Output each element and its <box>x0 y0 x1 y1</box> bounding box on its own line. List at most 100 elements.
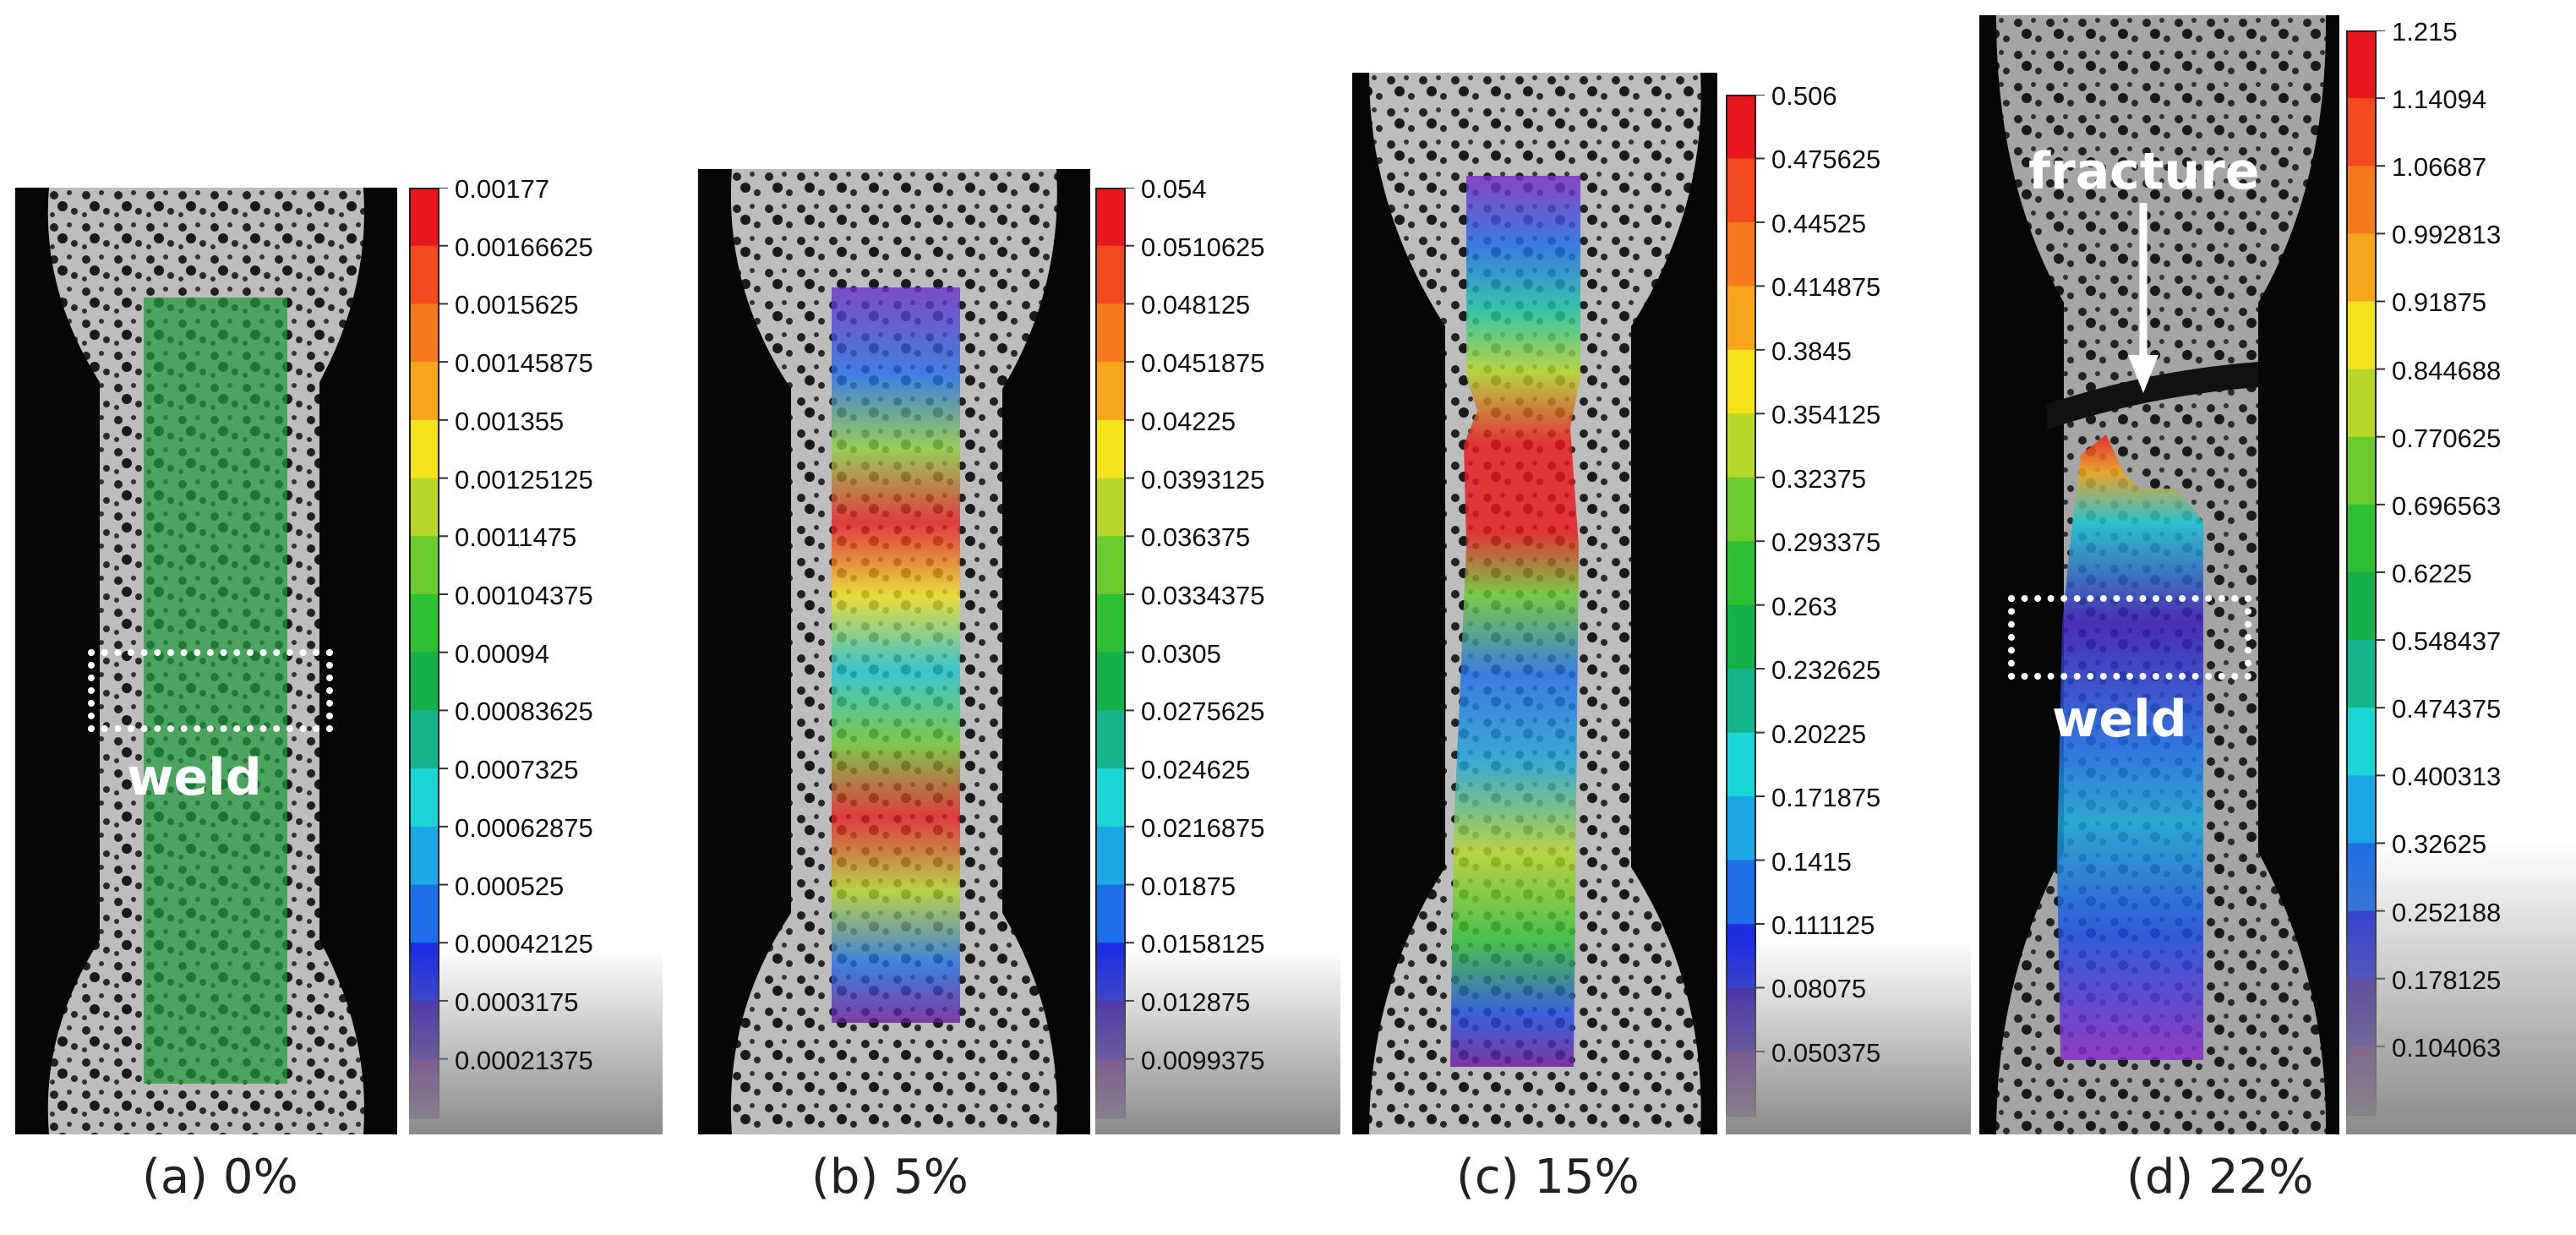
colorbar-tick-label: 0.992813 <box>2392 220 2502 250</box>
colorbar-swatch <box>1095 419 1126 479</box>
colorbar-tick-label: 0.474375 <box>2392 694 2502 724</box>
colorbar-swatch <box>2346 504 2377 573</box>
colorbar-tick-label: 0.232625 <box>1771 655 1881 686</box>
colorbar-swatch <box>409 652 439 712</box>
colorbar-swatch <box>409 362 439 421</box>
colorbar-swatch <box>1726 604 1756 670</box>
colorbar-tick-label: 0.048125 <box>1141 290 1251 320</box>
colorbar-tick-label: 0.024625 <box>1141 755 1251 785</box>
colorbar-swatch <box>1095 303 1126 363</box>
colorbar-tick-label: 0.012875 <box>1141 986 1251 1017</box>
colorbar-swatch <box>1095 478 1126 538</box>
colorbar-swatch <box>2346 369 2377 438</box>
colorbar-b: 0.054 0.0510625 0.048125 0.0451875 0.04225 0.… <box>1095 176 1340 1134</box>
colorbar-tick-label: 0.0015625 <box>455 290 579 320</box>
colorbar-tick-label: 0.475625 <box>1771 145 1881 175</box>
colorbar-swatch <box>1095 593 1126 653</box>
colorbar-tick-label: 0.44525 <box>1771 208 1867 238</box>
colorbar-swatch <box>2346 775 2377 844</box>
colorbar-tick-label: 0.91875 <box>2392 287 2487 318</box>
colorbar-swatch <box>409 710 439 770</box>
colorbar-swatch <box>1095 1000 1126 1060</box>
colorbar-swatch <box>409 826 439 886</box>
colorbar-tick-label: 1.06687 <box>2392 152 2487 183</box>
colorbar-tick-label: 0.32625 <box>2392 829 2487 860</box>
colorbar-tick-label: 0.0305 <box>1141 638 1221 669</box>
colorbar-tick-label: 0.32375 <box>1771 463 1867 494</box>
colorbar-swatch <box>409 536 439 595</box>
weld-region-box-d <box>2008 595 2251 680</box>
colorbar-tick-label: 0.0099375 <box>1141 1045 1265 1075</box>
colorbar-swatch <box>409 943 439 1002</box>
colorbar-tick-label: 0.01875 <box>1141 871 1236 901</box>
colorbar-tick-label: 1.14094 <box>2392 85 2487 115</box>
colorbar-tick-label: 0.0216875 <box>1141 812 1265 843</box>
colorbar-swatch <box>1726 860 1756 925</box>
colorbar-c: 0.506 0.475625 0.44525 0.414875 0.3845 0.3541… <box>1726 83 1971 1134</box>
colorbar-tick-label: 0.00125125 <box>455 464 593 495</box>
colorbar-swatch <box>1726 413 1756 478</box>
colorbar-tick-label: 0.000525 <box>455 871 565 901</box>
colorbar-swatch <box>409 1058 439 1118</box>
colorbar-tick-label: 0.054 <box>1141 174 1207 204</box>
colorbar-swatch <box>1726 987 1756 1052</box>
colorbar-tick-label: 0.171875 <box>1771 783 1881 813</box>
weld-label-a: weld <box>127 748 262 807</box>
colorbar-tick-label: 0.20225 <box>1771 719 1867 749</box>
colorbar-swatch <box>1726 477 1756 543</box>
specimen-image-a <box>15 188 397 1134</box>
colorbar-swatch <box>1095 943 1126 1002</box>
colorbar-tick-label: 0.04225 <box>1141 406 1236 436</box>
caption-c: (c) 15% <box>1456 1150 1640 1205</box>
colorbar-swatch <box>1095 1058 1126 1118</box>
colorbar-swatch <box>2346 301 2377 370</box>
colorbar-swatch <box>409 478 439 538</box>
colorbar-tick-label: 0.696563 <box>2392 490 2502 521</box>
colorbar-swatch <box>1726 286 1756 351</box>
fracture-arrow-icon <box>2128 203 2158 393</box>
colorbar-tick-label: 0.0334375 <box>1141 580 1265 610</box>
colorbar-tick-label: 0.354125 <box>1771 400 1881 430</box>
colorbar-tick-label: 0.506 <box>1771 81 1837 111</box>
colorbar-tick-label: 0.00083625 <box>455 697 593 727</box>
colorbar-swatch <box>2346 30 2377 100</box>
colorbar-swatch <box>2346 436 2377 505</box>
colorbar-tick-label: 0.0451875 <box>1141 348 1265 379</box>
colorbar-tick-label: 0.050375 <box>1771 1037 1881 1068</box>
colorbar-tick-label: 0.001355 <box>455 406 565 436</box>
colorbar-swatch <box>2346 640 2377 709</box>
specimen-image-b <box>698 169 1090 1134</box>
weld-label-d: weld <box>2052 690 2187 749</box>
colorbar-tick-label: 0.00166625 <box>455 232 593 262</box>
colorbar-swatch <box>409 245 439 305</box>
colorbar-swatch <box>1726 158 1756 223</box>
colorbar-tick-label: 0.111125 <box>1771 910 1875 940</box>
colorbar-swatch <box>1726 669 1756 734</box>
colorbar-swatch <box>2346 978 2377 1047</box>
colorbar-swatch <box>1726 349 1756 415</box>
colorbar-swatch <box>1095 245 1126 305</box>
colorbar-tick-label: 0.414875 <box>1771 272 1881 303</box>
colorbar-swatch <box>1726 541 1756 606</box>
colorbar-swatch <box>1726 796 1756 861</box>
specimen-image-d <box>1979 15 2339 1134</box>
colorbar-swatch <box>1726 95 1756 160</box>
colorbar-tick-label: 0.00042125 <box>455 929 593 959</box>
colorbar-tick-label: 0.00145875 <box>455 348 593 379</box>
colorbar-tick-label: 0.770625 <box>2392 423 2502 453</box>
colorbar-tick-label: 0.08075 <box>1771 974 1867 1004</box>
specimen-image-c <box>1352 73 1717 1134</box>
colorbar-tick-label: 0.0003175 <box>455 986 579 1017</box>
caption-b: (b) 5% <box>811 1150 969 1205</box>
colorbar-tick-label: 0.844688 <box>2392 355 2502 385</box>
colorbar-swatch <box>2346 166 2377 235</box>
colorbar-swatch <box>1095 768 1126 828</box>
colorbar-tick-label: 0.548437 <box>2392 626 2502 657</box>
colorbar-swatch <box>1095 826 1126 886</box>
colorbar-swatch <box>409 188 439 247</box>
colorbar-tick-label: 0.0510625 <box>1141 232 1265 262</box>
colorbar-swatch <box>2346 571 2377 642</box>
colorbar-tick-label: 0.252188 <box>2392 897 2502 927</box>
colorbar-swatch <box>2346 1046 2377 1115</box>
colorbar-d: 1.215 1.14094 1.06687 0.992813 0.91875 0.8446… <box>2346 19 2576 1134</box>
